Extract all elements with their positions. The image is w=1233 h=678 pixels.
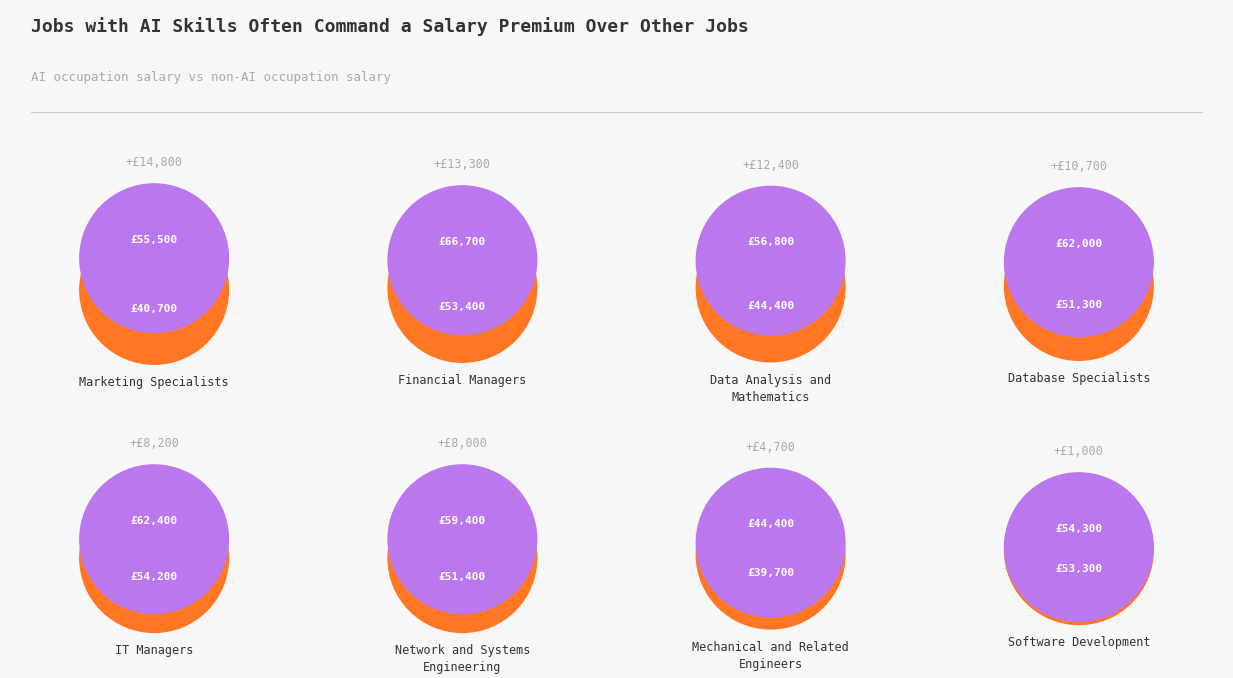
Circle shape — [80, 465, 228, 614]
Circle shape — [80, 484, 228, 633]
Text: £62,000: £62,000 — [1055, 239, 1102, 249]
Text: +£1,000: +£1,000 — [1054, 445, 1104, 458]
Text: IT Managers: IT Managers — [115, 644, 194, 657]
Circle shape — [388, 484, 536, 633]
Text: +£14,800: +£14,800 — [126, 156, 182, 169]
Text: £66,700: £66,700 — [439, 237, 486, 247]
Text: £62,400: £62,400 — [131, 516, 178, 525]
Circle shape — [697, 480, 845, 629]
Text: £44,400: £44,400 — [747, 301, 794, 311]
Text: Financial Managers: Financial Managers — [398, 374, 526, 387]
Text: £54,300: £54,300 — [1055, 523, 1102, 534]
Text: £59,400: £59,400 — [439, 516, 486, 525]
Circle shape — [1005, 473, 1153, 622]
Text: £51,400: £51,400 — [439, 572, 486, 582]
Text: Database Specialists: Database Specialists — [1007, 372, 1150, 385]
Text: £53,300: £53,300 — [1055, 563, 1102, 574]
Text: £56,800: £56,800 — [747, 237, 794, 247]
Circle shape — [697, 468, 845, 617]
Circle shape — [1005, 476, 1153, 624]
Circle shape — [388, 214, 536, 362]
Text: +£8,000: +£8,000 — [438, 437, 487, 450]
Text: Marketing Specialists: Marketing Specialists — [79, 376, 229, 389]
Text: Data Analysis and
Mathematics: Data Analysis and Mathematics — [710, 374, 831, 403]
Text: Jobs with AI Skills Often Command a Salary Premium Over Other Jobs: Jobs with AI Skills Often Command a Sala… — [31, 17, 748, 36]
Text: +£4,700: +£4,700 — [746, 441, 795, 454]
Text: +£10,700: +£10,700 — [1051, 160, 1107, 173]
Text: Software Development: Software Development — [1007, 637, 1150, 650]
Circle shape — [697, 213, 845, 362]
Text: Mechanical and Related
Engineers: Mechanical and Related Engineers — [692, 641, 850, 671]
Text: +£8,200: +£8,200 — [129, 437, 179, 450]
Text: £44,400: £44,400 — [747, 519, 794, 529]
Circle shape — [80, 216, 228, 364]
Text: Network and Systems
Engineering: Network and Systems Engineering — [395, 644, 530, 675]
Circle shape — [1005, 212, 1153, 360]
Circle shape — [388, 465, 536, 614]
Circle shape — [80, 184, 228, 332]
Text: £51,300: £51,300 — [1055, 300, 1102, 310]
Text: £40,700: £40,700 — [131, 304, 178, 313]
Circle shape — [388, 186, 536, 334]
Text: £53,400: £53,400 — [439, 302, 486, 311]
Text: +£13,300: +£13,300 — [434, 158, 491, 171]
Text: AI occupation salary vs non-AI occupation salary: AI occupation salary vs non-AI occupatio… — [31, 71, 391, 84]
Text: £54,200: £54,200 — [131, 572, 178, 582]
Circle shape — [1005, 188, 1153, 336]
Text: +£12,400: +£12,400 — [742, 159, 799, 172]
Text: £55,500: £55,500 — [131, 235, 178, 245]
Text: £39,700: £39,700 — [747, 568, 794, 578]
Circle shape — [697, 186, 845, 335]
